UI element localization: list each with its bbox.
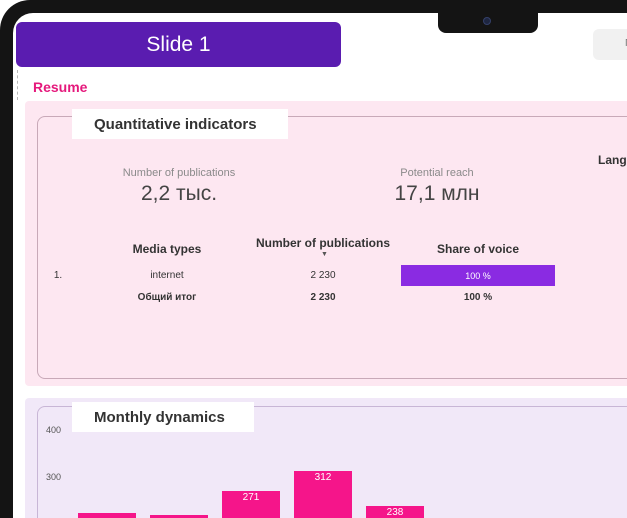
publications-label: Number of publications bbox=[122, 167, 236, 179]
camera-icon bbox=[483, 17, 491, 25]
reach-value: 17,1 млн bbox=[394, 182, 480, 205]
chart-bar: 238 bbox=[366, 506, 424, 518]
share-of-voice-value: 100 % bbox=[465, 270, 491, 281]
bar-value-label: 312 bbox=[314, 472, 332, 484]
row-media: internet bbox=[150, 270, 184, 281]
row-publications: 2 230 bbox=[310, 270, 336, 281]
resume-heading: Resume bbox=[33, 79, 88, 95]
y-tick-300: 300 bbox=[46, 472, 62, 482]
col-header-publications[interactable]: Number of publications bbox=[255, 236, 390, 250]
sort-descending-icon[interactable]: ▼ bbox=[321, 251, 328, 258]
top-right-button[interactable]: Π bbox=[593, 29, 627, 60]
total-publications: 2 230 bbox=[310, 292, 336, 303]
share-of-voice-bar: 100 % bbox=[401, 265, 555, 286]
reach-label: Potential reach bbox=[400, 167, 474, 179]
quantitative-panel bbox=[37, 116, 627, 379]
total-label: Общий итог bbox=[137, 292, 197, 303]
total-share: 100 % bbox=[463, 292, 493, 303]
publications-value: 2,2 тыс. bbox=[140, 182, 218, 205]
lang-label: Lang bbox=[598, 153, 627, 167]
monthly-heading: Monthly dynamics bbox=[72, 402, 254, 432]
quantitative-section bbox=[25, 101, 627, 386]
quantitative-heading: Quantitative indicators bbox=[72, 109, 288, 139]
chart-bar bbox=[78, 513, 136, 518]
col-header-media-types[interactable]: Media types bbox=[132, 242, 202, 256]
bar-value-label: 238 bbox=[386, 507, 404, 518]
device-notch bbox=[438, 13, 538, 33]
bar-value-label: 271 bbox=[242, 491, 260, 503]
y-tick-400: 400 bbox=[46, 425, 62, 435]
chart-bar: 271 bbox=[222, 490, 280, 518]
divider bbox=[17, 70, 18, 100]
chart-bar bbox=[150, 515, 208, 518]
chart-bar: 312 bbox=[294, 471, 352, 518]
row-index: 1. bbox=[53, 270, 63, 281]
slide-title: Slide 1 bbox=[16, 22, 341, 67]
col-header-share-of-voice[interactable]: Share of voice bbox=[436, 242, 520, 256]
monthly-panel bbox=[37, 406, 627, 518]
